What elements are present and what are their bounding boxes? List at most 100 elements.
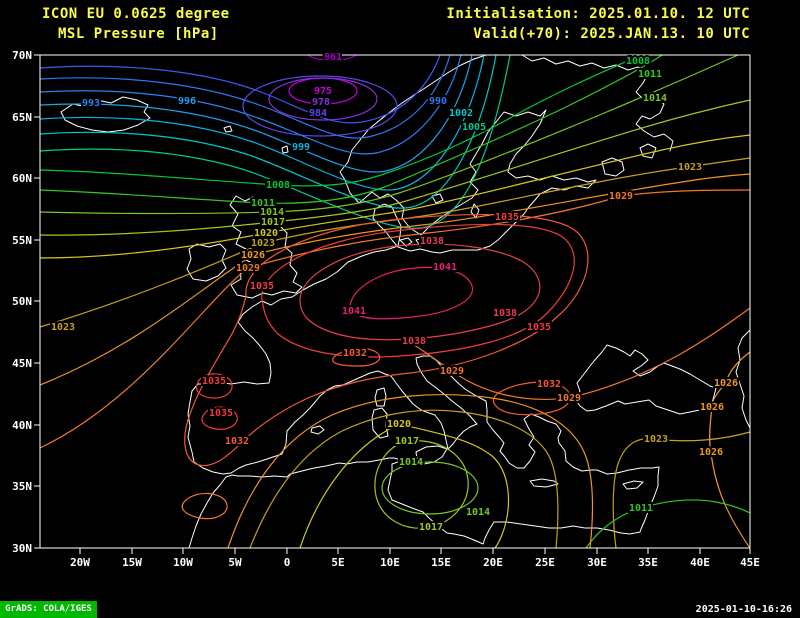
isobar-label-1020: 1020 [254,228,278,239]
y-tick-label: 60N [12,172,32,185]
y-tick-label: 35N [12,480,32,493]
isobar-1011 [585,499,751,549]
x-tick-label: 15W [122,556,142,569]
isobar-label-1041: 1041 [433,262,457,273]
isobar-1029 [413,307,751,401]
isobar-label-1020: 1020 [387,419,411,430]
isobar-label-1011: 1011 [251,198,275,209]
isobar-999 [39,54,485,191]
creation-timestamp: 2025-01-10-16:26 [695,604,792,615]
isobar-label-1038: 1038 [420,236,444,247]
x-tick-label: 20W [70,556,90,569]
x-tick-label: 10E [380,556,400,569]
isobar-label-1023: 1023 [678,162,702,173]
x-tick-label: 30E [587,556,607,569]
y-tick-label: 50N [12,295,32,308]
isobar-1035 [261,223,575,358]
coastline-crete [529,478,559,488]
x-tick-label: 45E [740,556,760,569]
x-tick-label: 20E [483,556,503,569]
isobar-1026 [227,394,594,549]
isobar-984 [242,75,398,137]
x-tick-label: 0 [284,556,291,569]
y-tick-label: 45N [12,357,32,370]
isobar-label-1029: 1029 [440,366,464,377]
coastline-great-britain [229,195,303,299]
axis-ticks [34,54,751,554]
lake-onega [639,143,657,159]
coastline-black-sea [574,344,717,415]
x-tick-label: 5W [228,556,242,569]
y-tick-label: 30N [12,542,32,555]
isobar-1032 [184,214,589,467]
coastline-sicily [415,445,448,465]
isobar-1029 [39,189,751,449]
coastline-iceland [60,96,151,133]
isobar-label-1035: 1035 [495,212,519,223]
isobar-1014 [381,461,479,515]
map-frame [39,54,751,549]
isobar-label-996: 996 [178,96,196,107]
isobar-label-1002: 1002 [449,108,473,119]
isobar-label-1011: 1011 [638,69,662,80]
coastline-zealand [399,237,413,247]
coastlines [60,54,751,549]
isobar-label-961: 961 [324,52,342,63]
coastline-shetland [281,145,289,154]
isobar-961 [307,54,357,61]
isobar-1038 [299,243,541,341]
isobar-label-1026: 1026 [714,378,738,389]
isobar-label-1008: 1008 [626,56,650,67]
isobar-1017 [374,440,469,529]
x-tick-label: 35E [638,556,658,569]
x-tick-label: 25E [535,556,555,569]
isobar-1026 [709,351,751,549]
isobar-1023 [612,431,751,549]
isobar-label-1017: 1017 [419,522,443,533]
y-tick-label: 70N [12,49,32,62]
isobar-label-1035: 1035 [250,281,274,292]
isobar-label-1017: 1017 [261,217,285,228]
x-tick-label: 15E [431,556,451,569]
isobar-label-1035: 1035 [527,322,551,333]
isobar-label-1023: 1023 [644,434,668,445]
isobar-987 [39,54,441,124]
isobar-label-1035: 1035 [202,376,226,387]
isobar-978 [268,77,378,121]
isobar-label-1029: 1029 [236,263,260,274]
isobar-1032 [332,347,381,367]
isobar-label-999: 999 [292,142,310,153]
x-tick-label: 5E [331,556,344,569]
isobar-1020 [39,134,751,259]
isobar-label-1014: 1014 [643,93,667,104]
isobar-label-1038: 1038 [493,308,517,319]
isobar-label-993: 993 [82,98,100,109]
isobar-label-1041: 1041 [342,306,366,317]
isobar-label-1008: 1008 [266,180,290,191]
isobar-990 [39,54,451,139]
coastline-gotland [470,203,480,219]
isobar-1011 [39,54,663,204]
isobar-1032 [492,381,571,416]
isobar-label-1014: 1014 [399,457,423,468]
isobar-label-1032: 1032 [537,379,561,390]
isobar-1035 [201,406,238,430]
isobar-1041 [349,266,473,320]
isobar-label-1023: 1023 [251,238,275,249]
isobar-1020 [299,423,510,549]
x-tick-label: 40E [690,556,710,569]
isobar-label-978: 978 [312,97,330,108]
coastline-caspian [735,329,751,429]
coastline-mainland [187,54,660,549]
isobar-label-1032: 1032 [343,348,367,359]
isobar-label-1035: 1035 [209,408,233,419]
isobar-label-984: 984 [309,108,327,119]
field-title: MSL Pressure [hPa] [58,26,219,42]
initialisation-time: Initialisation: 2025.01.10. 12 UTC [446,6,750,22]
coastline-kola-whitesea [521,54,674,152]
isobar-contours [39,54,751,549]
isobar-1035 [195,373,233,399]
